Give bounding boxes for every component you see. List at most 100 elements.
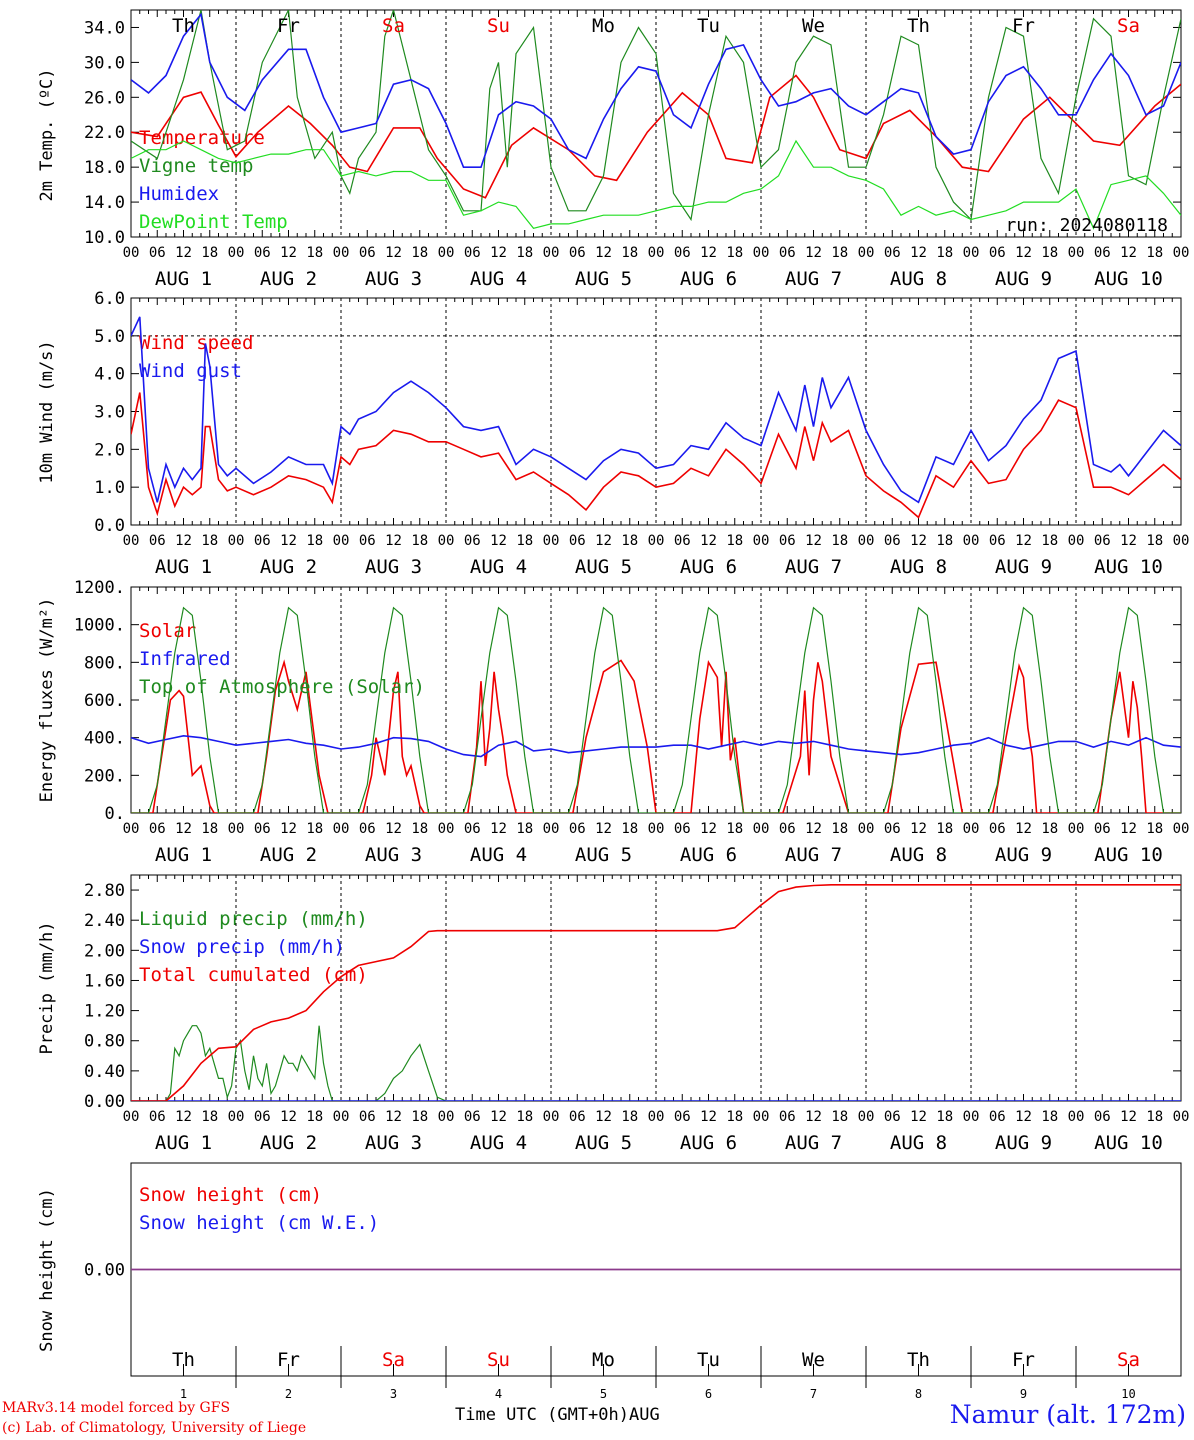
hour-tick-label: 06 [254, 1109, 271, 1125]
hour-tick-label: 12 [595, 245, 612, 261]
hour-tick-label: 00 [1068, 245, 1085, 261]
y-tick-label: 1.60 [84, 971, 125, 991]
series-line [131, 883, 1181, 1101]
day-number-label: 3 [390, 1387, 397, 1400]
hour-tick-label: 18 [516, 533, 533, 549]
panel-4: 0.00 0.40 0.80 1.20 1.60 2.00 2.40 2.80 Precip (… [37, 874, 1189, 1154]
hour-tick-label: 18 [1041, 245, 1058, 261]
y-tick-label: 2.0 [94, 440, 125, 460]
legend-entry: Solar [139, 620, 196, 642]
hour-tick-label: 06 [464, 245, 481, 261]
y-axis-label: 2m Temp. (ºC) [37, 68, 57, 201]
series-line [131, 12, 1181, 168]
hour-tick-label: 06 [779, 533, 796, 549]
date-label: AUG 10 [1094, 268, 1163, 290]
hour-tick-label: 00 [858, 1109, 875, 1125]
panel-1: 10.0 14.0 18.0 22.0 26.0 30.0 34.0 2m Temp. (ºC… [37, 9, 1190, 290]
hour-tick-label: 00 [648, 533, 665, 549]
hour-tick-label: 06 [569, 821, 586, 837]
hour-tick-label: 06 [149, 821, 166, 837]
date-label: AUG 10 [1094, 1132, 1163, 1154]
hour-tick-label: 12 [280, 533, 297, 549]
hour-tick-label: 00 [963, 245, 980, 261]
hour-tick-label: 18 [306, 533, 323, 549]
y-tick-label: 34.0 [84, 18, 125, 38]
day-of-week-label: Su [487, 15, 510, 37]
hour-tick-label: 06 [674, 821, 691, 837]
panel-2: 0.0 1.0 2.0 3.0 4.0 5.0 6.0 10m Wind (m/s) Wind … [37, 289, 1189, 578]
hour-tick-label: 00 [123, 821, 140, 837]
hour-tick-label: 18 [726, 245, 743, 261]
hour-tick-label: 06 [149, 533, 166, 549]
hour-tick-label: 12 [805, 821, 822, 837]
panel-5: 0.00 Snow height (cm) Snow height (cm) Snow… [37, 1162, 1182, 1400]
legend-entry: Vigne temp [139, 155, 253, 177]
hour-tick-label: 18 [936, 821, 953, 837]
date-label: AUG 3 [365, 268, 422, 290]
y-tick-label: 3.0 [94, 403, 125, 423]
hour-tick-label: 18 [411, 1109, 428, 1125]
hour-tick-label: 06 [464, 821, 481, 837]
date-label: AUG 6 [680, 556, 737, 578]
date-label: AUG 6 [680, 1132, 737, 1154]
date-label: AUG 8 [890, 1132, 947, 1154]
lab-credit: (c) Lab. of Climatology, University of L… [2, 1420, 307, 1436]
y-tick-label: 5.0 [94, 327, 125, 347]
hour-tick-label: 12 [805, 1109, 822, 1125]
hour-tick-label: 00 [963, 533, 980, 549]
hour-tick-label: 12 [700, 245, 717, 261]
y-tick-label: 0.80 [84, 1032, 125, 1052]
hour-tick-label: 00 [1173, 245, 1190, 261]
hour-tick-label: 06 [884, 245, 901, 261]
hour-tick-label: 18 [1041, 1109, 1058, 1125]
hour-tick-label: 06 [989, 821, 1006, 837]
date-label: AUG 10 [1094, 844, 1163, 866]
date-label: AUG 7 [785, 268, 842, 290]
hour-tick-label: 18 [411, 245, 428, 261]
day-of-week-label: Fr [1012, 1349, 1035, 1371]
date-label: AUG 4 [470, 1132, 527, 1154]
hour-tick-label: 06 [359, 821, 376, 837]
hour-tick-label: 18 [516, 821, 533, 837]
hour-tick-label: 12 [700, 533, 717, 549]
day-of-week-label: Th [172, 15, 195, 37]
hour-tick-label: 00 [123, 533, 140, 549]
hour-tick-label: 18 [1146, 245, 1163, 261]
x-axis-title: Time UTC (GMT+0h)AUG [455, 1405, 660, 1425]
day-of-week-label: Th [172, 1349, 195, 1371]
legend-entry: Total cumulated (cm) [139, 964, 368, 986]
date-label: AUG 5 [575, 844, 632, 866]
hour-tick-label: 12 [910, 245, 927, 261]
hour-tick-label: 12 [1120, 821, 1137, 837]
hour-tick-label: 06 [569, 245, 586, 261]
day-of-week-label: Sa [1117, 15, 1140, 37]
hour-tick-label: 12 [490, 821, 507, 837]
hour-tick-label: 00 [963, 821, 980, 837]
legend-entry: Snow height (cm) [139, 1184, 322, 1206]
hour-tick-label: 18 [1041, 533, 1058, 549]
y-tick-label: 0.0 [94, 516, 125, 536]
day-number-label: 9 [1020, 1387, 1027, 1400]
date-label: AUG 5 [575, 1132, 632, 1154]
hour-tick-label: 00 [753, 245, 770, 261]
day-number-label: 8 [915, 1387, 922, 1400]
hour-tick-label: 12 [805, 245, 822, 261]
series-line [131, 10, 1181, 222]
hour-tick-label: 18 [411, 821, 428, 837]
hour-tick-label: 00 [333, 533, 350, 549]
hour-tick-label: 18 [726, 533, 743, 549]
hour-tick-label: 00 [123, 245, 140, 261]
model-credit: MARv3.14 model forced by GFS [2, 1400, 231, 1416]
x-axis-month: AUG [629, 1405, 660, 1425]
hour-tick-label: 12 [490, 533, 507, 549]
hour-tick-label: 00 [1173, 533, 1190, 549]
y-axis-label: 10m Wind (m/s) [37, 340, 57, 483]
date-label: AUG 9 [995, 556, 1052, 578]
series-line [131, 139, 1181, 230]
hour-tick-label: 12 [385, 821, 402, 837]
meteogram: 10.014.018.022.026.030.034.02m Temp. (ºC… [37, 9, 1190, 1400]
hour-tick-label: 18 [306, 245, 323, 261]
series-line [131, 734, 1181, 758]
day-number-label: 5 [600, 1387, 607, 1400]
hour-tick-label: 06 [464, 1109, 481, 1125]
